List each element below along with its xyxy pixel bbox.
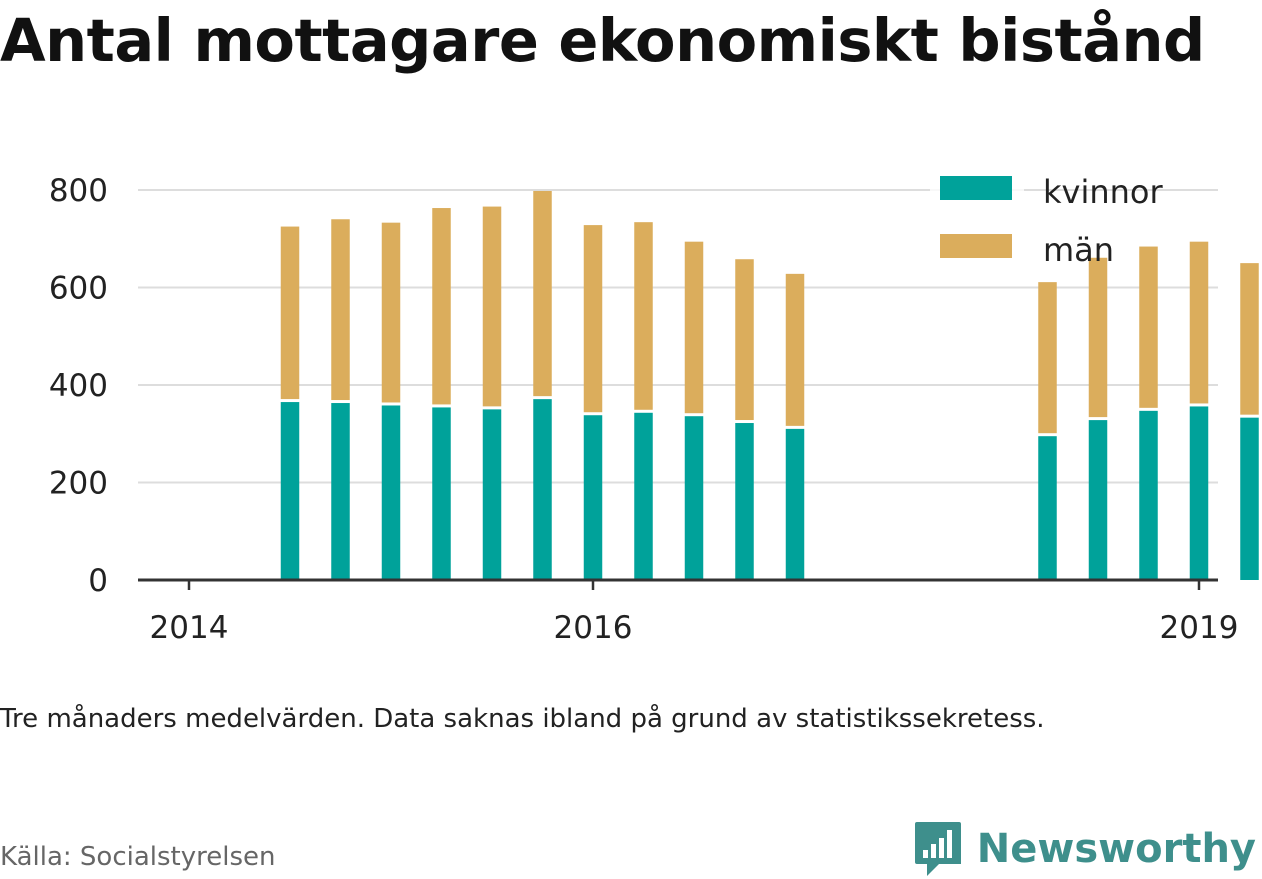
bar-man	[1088, 257, 1108, 418]
x-axis: 20142016201920212023	[138, 578, 1239, 646]
y-tick-label: 600	[49, 271, 108, 307]
bar-man	[381, 222, 401, 403]
bar-man	[785, 273, 805, 426]
bar-man	[331, 219, 350, 401]
legend-swatch	[940, 176, 1012, 200]
bar-man	[1038, 282, 1057, 434]
bar-kvinnor	[634, 412, 653, 580]
bar-man	[482, 206, 502, 407]
bar-man	[684, 241, 704, 414]
chart-title: Antal mottagare ekonomiskt bistånd	[0, 6, 1205, 75]
bar-man	[735, 259, 754, 421]
bar-kvinnor	[381, 405, 401, 580]
legend-label: kvinnor	[1043, 173, 1164, 211]
bar-kvinnor	[280, 402, 300, 580]
bar-man	[1139, 246, 1158, 408]
bar-kvinnor	[1038, 436, 1057, 580]
chart-note: Tre månaders medelvärden. Data saknas ib…	[0, 704, 1045, 734]
bar-kvinnor	[1088, 420, 1108, 580]
x-tick-label: 2014	[150, 610, 229, 646]
legend-swatch	[940, 234, 1012, 258]
legend-label: män	[1043, 231, 1114, 269]
bar-kvinnor	[1189, 406, 1209, 580]
bar-kvinnor	[1240, 417, 1259, 580]
bar-man	[432, 208, 451, 405]
bars	[280, 190, 1259, 580]
bar-man	[1240, 263, 1259, 415]
newsworthy-logo-icon	[914, 822, 961, 876]
bar-kvinnor	[735, 423, 754, 580]
bar-kvinnor	[432, 407, 451, 580]
bar-man	[280, 226, 300, 400]
legend: kvinnor män	[930, 163, 1164, 278]
bar-kvinnor	[785, 428, 805, 580]
bar-kvinnor	[482, 409, 502, 580]
bar-kvinnor	[684, 416, 704, 580]
y-tick-label: 400	[49, 368, 108, 404]
bar-kvinnor	[331, 403, 350, 580]
brand-logo: Newsworthy	[913, 820, 1256, 878]
brand-name: Newsworthy	[976, 826, 1256, 872]
bar-kvinnor	[533, 399, 552, 580]
bar-kvinnor	[583, 415, 603, 580]
grid-lines	[138, 189, 1218, 484]
bar-kvinnor	[1139, 410, 1158, 580]
bar-man	[583, 225, 603, 413]
y-tick-label: 800	[49, 173, 108, 209]
y-axis: 0 200 400 600 800	[49, 173, 108, 599]
y-tick-label: 0	[88, 563, 108, 599]
bar-man	[634, 222, 653, 410]
source-credit: Källa: Socialstyrelsen	[0, 842, 276, 872]
x-tick-label: 2016	[554, 610, 633, 646]
x-tick-label: 2019	[1160, 610, 1239, 646]
y-tick-label: 200	[49, 466, 108, 502]
bar-man	[1189, 241, 1209, 404]
bar-man	[533, 190, 552, 397]
